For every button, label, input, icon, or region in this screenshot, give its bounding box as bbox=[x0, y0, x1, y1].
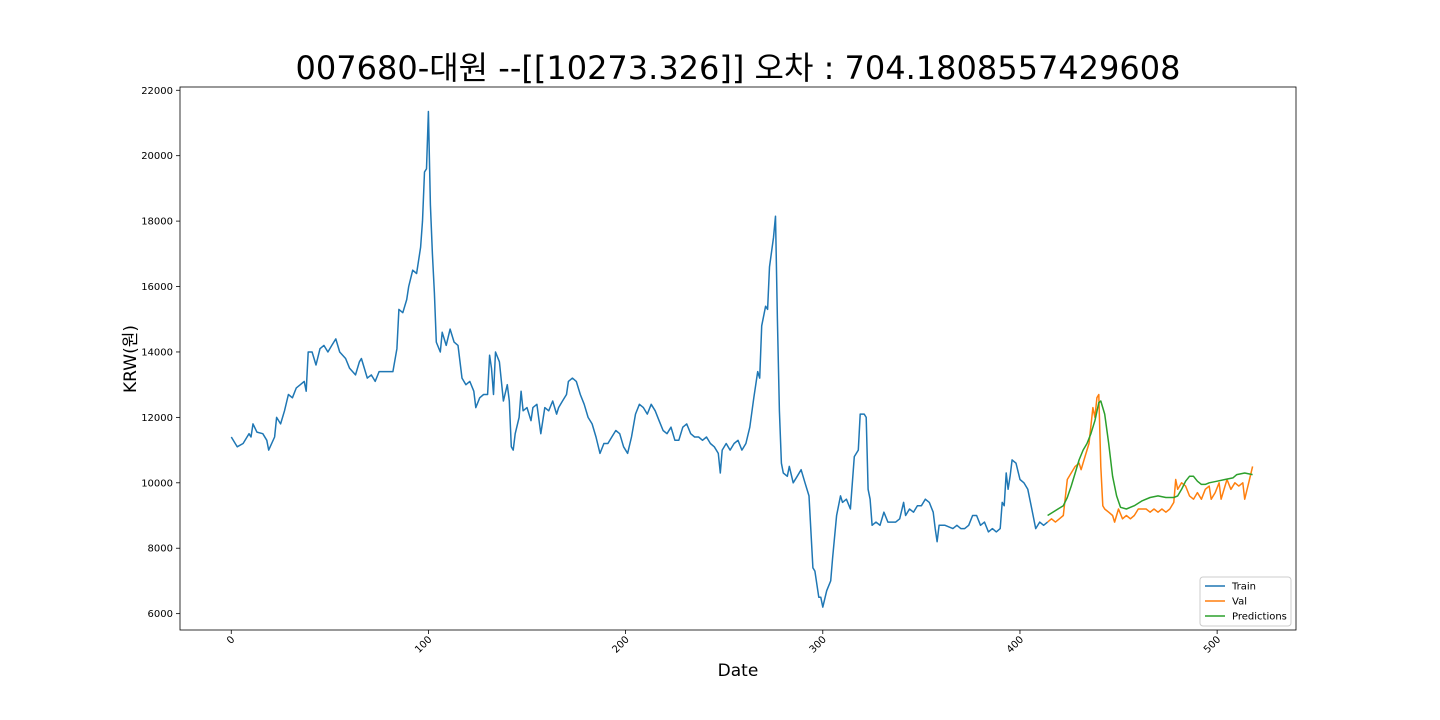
plot-area bbox=[180, 87, 1296, 630]
y-tick-label: 10000 bbox=[141, 478, 173, 489]
y-tick-label: 12000 bbox=[141, 413, 173, 424]
legend-frame bbox=[1199, 576, 1292, 627]
x-tick-label: 300 bbox=[808, 634, 829, 655]
y-tick-label: 18000 bbox=[141, 217, 173, 228]
x-tick-label: 400 bbox=[1005, 634, 1026, 655]
x-tick-label: 100 bbox=[413, 634, 434, 655]
y-tick-label: 6000 bbox=[148, 609, 173, 620]
x-axis-title: Date bbox=[718, 661, 759, 681]
series-line-predictions bbox=[1047, 400, 1253, 517]
y-tick-label: 20000 bbox=[141, 151, 173, 162]
x-tick-label: 0 bbox=[225, 634, 237, 646]
y-axis-title: KRW(원) bbox=[121, 325, 141, 393]
legend-label-val: Val bbox=[1232, 597, 1247, 608]
y-tick-label: 16000 bbox=[141, 282, 173, 293]
y-tick-label: 22000 bbox=[141, 86, 173, 97]
x-tick-label: 200 bbox=[610, 634, 631, 655]
legend-label-train: Train bbox=[1231, 582, 1256, 593]
series-line-val bbox=[1047, 393, 1254, 523]
series-layer bbox=[230, 110, 1254, 608]
series-line-train bbox=[230, 110, 1049, 608]
x-tick-label: 500 bbox=[1202, 634, 1223, 655]
chart-title: 007680-대원 --[[10273.326]] 오차 : 704.18085… bbox=[296, 49, 1181, 87]
y-tick-label: 14000 bbox=[141, 347, 173, 358]
plot-frame bbox=[179, 86, 1297, 631]
legend: Train Val Predictions bbox=[1199, 576, 1292, 627]
legend-label-predictions: Predictions bbox=[1232, 612, 1287, 623]
y-tick-label: 8000 bbox=[148, 544, 173, 555]
